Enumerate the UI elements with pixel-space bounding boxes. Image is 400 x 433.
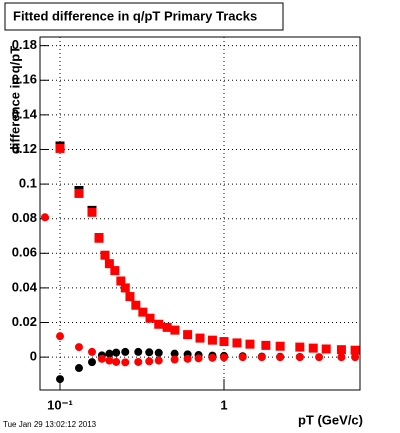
square-marker xyxy=(183,330,193,340)
square-marker xyxy=(195,333,205,343)
circle-marker xyxy=(276,353,285,362)
y-tick-label: 0.12 xyxy=(12,141,37,156)
y-tick-label: 0 xyxy=(30,349,37,364)
square-marker xyxy=(55,143,65,153)
circle-marker xyxy=(220,353,229,362)
chart-title: Fitted difference in q/pT Primary Tracks xyxy=(13,8,257,23)
square-marker xyxy=(232,338,242,348)
x-tick-label: 1 xyxy=(220,397,227,412)
square-marker xyxy=(170,325,180,335)
plot-frame xyxy=(39,36,361,391)
circle-marker xyxy=(121,347,130,356)
circle-marker xyxy=(194,354,203,363)
circle-marker xyxy=(88,347,97,356)
square-marker xyxy=(308,343,318,353)
square-marker xyxy=(131,300,141,310)
timestamp: Tue Jan 29 13:02:12 2013 xyxy=(3,420,97,429)
y-tick-label: 0.02 xyxy=(12,314,37,329)
y-tick-label: 0.18 xyxy=(12,37,37,52)
square-marker xyxy=(154,319,164,329)
square-marker xyxy=(162,322,172,332)
circle-marker xyxy=(112,348,121,357)
square-marker xyxy=(104,259,114,269)
square-marker xyxy=(275,341,285,351)
circle-marker xyxy=(134,357,143,366)
circle-marker xyxy=(295,353,304,362)
square-marker xyxy=(110,266,120,276)
square-marker xyxy=(295,342,305,352)
circle-marker xyxy=(154,348,163,357)
y-tick-label: 0.16 xyxy=(12,72,37,87)
circle-marker xyxy=(170,355,179,364)
circle-marker xyxy=(337,353,346,362)
y-tick-label: 0.08 xyxy=(12,210,37,225)
title-box xyxy=(4,2,284,31)
circle-marker xyxy=(145,348,154,357)
circle-marker xyxy=(105,356,114,365)
circle-marker xyxy=(351,353,360,362)
square-marker xyxy=(87,207,97,217)
circle-marker xyxy=(121,358,130,367)
circle-marker xyxy=(105,349,114,358)
circle-marker xyxy=(88,358,97,367)
circle-marker xyxy=(74,364,83,373)
circle-marker xyxy=(134,347,143,356)
square-marker xyxy=(261,340,271,350)
circle-marker xyxy=(257,353,266,362)
circle-marker xyxy=(154,356,163,365)
circle-marker xyxy=(315,353,324,362)
square-marker xyxy=(145,313,155,323)
square-marker xyxy=(245,339,255,349)
square-marker xyxy=(94,233,104,243)
x-axis-label: pT (GeV/c) xyxy=(298,412,363,427)
x-tick-label: 10⁻¹ xyxy=(47,397,73,412)
square-marker xyxy=(74,188,84,198)
y-axis-label: difference in q/pT xyxy=(7,46,22,154)
circle-marker xyxy=(145,357,154,366)
square-marker xyxy=(321,344,331,354)
circle-marker xyxy=(56,332,65,341)
circle-marker xyxy=(56,375,65,384)
square-marker xyxy=(116,276,126,286)
circle-marker xyxy=(97,354,106,363)
circle-marker xyxy=(183,354,192,363)
square-marker xyxy=(120,283,130,293)
square-marker xyxy=(138,307,148,317)
y-tick-label: 0.14 xyxy=(12,106,38,121)
square-marker xyxy=(350,345,360,355)
square-marker xyxy=(100,250,110,260)
y-tick-label: 0.06 xyxy=(12,245,37,260)
circle-marker xyxy=(41,213,50,222)
circle-marker xyxy=(112,357,121,366)
square-marker xyxy=(125,292,135,302)
square-marker xyxy=(219,337,229,347)
square-marker xyxy=(207,335,217,345)
square-marker xyxy=(336,345,346,355)
y-tick-label: 0.04 xyxy=(12,279,38,294)
circle-marker xyxy=(238,353,247,362)
y-tick-label: 0.1 xyxy=(19,176,37,191)
circle-marker xyxy=(170,349,179,358)
circle-marker xyxy=(74,343,83,352)
circle-marker xyxy=(208,353,217,362)
